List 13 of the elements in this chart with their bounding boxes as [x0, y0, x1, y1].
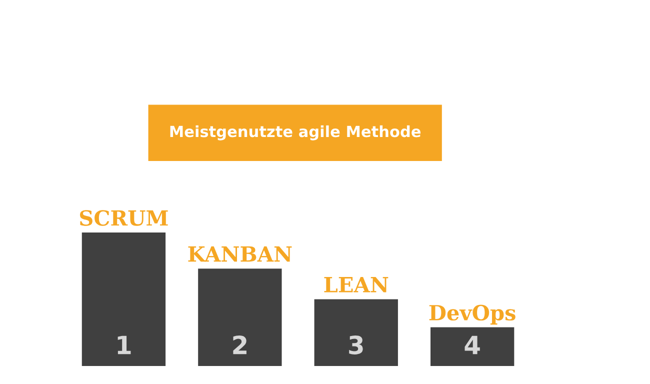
bar	[82, 232, 166, 366]
x-tick-label: LEAN	[324, 277, 388, 292]
annotation: 1	[118, 336, 131, 354]
annotation: 2	[233, 336, 246, 354]
bar	[198, 268, 282, 366]
x-tick-label: KANBAN	[188, 246, 292, 262]
chart-title: Meistgenutzte agile Methode	[170, 125, 421, 140]
x-tick-label: SCRUM	[80, 210, 168, 226]
bar	[314, 299, 398, 366]
bar	[430, 327, 514, 366]
annotation: 4	[464, 336, 480, 354]
x-tick-label: DevOps	[429, 304, 516, 325]
annotation: 3	[349, 336, 363, 354]
